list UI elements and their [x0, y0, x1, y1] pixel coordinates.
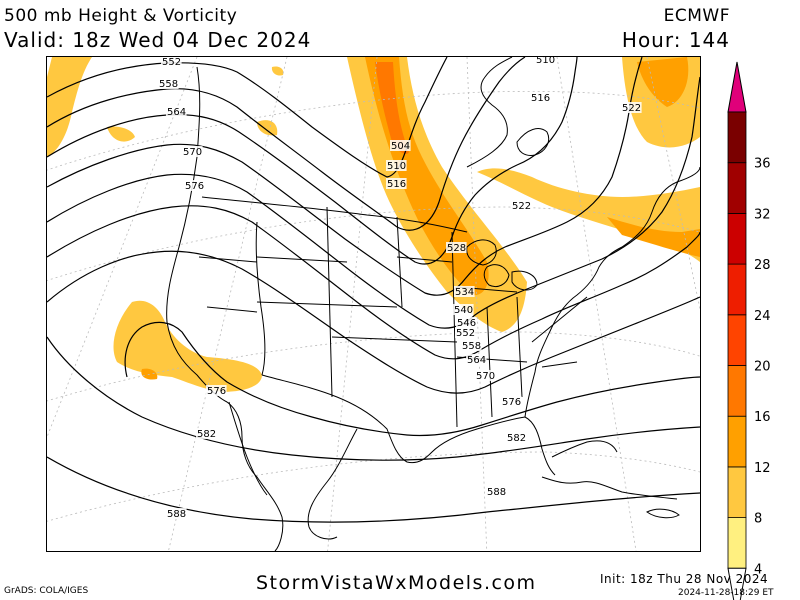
colorbar-tick-label: 12	[754, 461, 771, 476]
contour-label: 564	[167, 107, 186, 118]
contour-label: 576	[207, 386, 226, 397]
valid-time: Valid: 18z Wed 04 Dec 2024	[4, 28, 312, 52]
contour-label-bg	[501, 396, 522, 407]
colorbar-tick-label: 28	[754, 258, 771, 273]
forecast-hour: Hour: 144	[621, 28, 730, 52]
latlon-grid	[47, 57, 700, 551]
colorbar-segment	[727, 517, 747, 569]
contour-label-bg	[455, 327, 476, 338]
contour-label-bg	[386, 178, 407, 189]
contour-label: 504	[391, 141, 410, 152]
contour-label-bg	[530, 92, 551, 103]
contour-label-bg	[454, 286, 475, 297]
contour-label-bg	[386, 160, 407, 171]
contour-label: 558	[159, 79, 178, 90]
colorbar-tick-label: 16	[754, 410, 771, 425]
contour-label-bg	[166, 106, 187, 117]
contour-label: 570	[476, 371, 495, 382]
colorbar-tick-label: 8	[754, 512, 762, 527]
colorbar-segment	[727, 162, 747, 214]
contour-label: 516	[387, 179, 406, 190]
colorbar: 4 8 12 16 20 24 28 32 36	[727, 61, 798, 600]
colorbar-tick-label: 32	[754, 207, 771, 222]
colorbar-tick-label: 36	[754, 157, 771, 172]
coastlines-borders	[166, 57, 700, 551]
site-name: StormVistaWxModels.com	[256, 572, 537, 594]
contour-label: 558	[462, 341, 481, 352]
contour-label-bg	[486, 486, 507, 497]
contour-label-bg	[158, 78, 179, 89]
contour-label-bg	[453, 304, 474, 315]
contour-label: 510	[387, 161, 406, 172]
contour-label-bg	[466, 354, 487, 365]
colorbar-tick-label: 24	[754, 309, 771, 324]
chart-title: 500 mb Height & Vorticity	[4, 6, 238, 26]
contour-label-bg	[166, 508, 187, 519]
contour-label-bg	[535, 57, 556, 65]
colorbar-svg: 4 8 12 16 20 24 28 32 36	[727, 61, 771, 600]
contour-label: 588	[487, 487, 506, 498]
contour-label: 582	[197, 429, 216, 440]
contour-label: 570	[183, 147, 202, 158]
grads-credit: GrADS: COLA/IGES	[4, 586, 89, 596]
contour-label: 552	[456, 328, 475, 339]
contour-label: 540	[454, 305, 473, 316]
contour-label-bg	[206, 385, 227, 396]
contour-label: 564	[467, 355, 486, 366]
contour-label: 510	[536, 57, 555, 66]
contour-label: 552	[162, 57, 181, 68]
colorbar-tick-label: 4	[754, 562, 762, 577]
contour-label: 516	[531, 93, 550, 104]
colorbar-segment	[727, 212, 747, 265]
colorbar-bottom-arrow	[727, 567, 747, 600]
contour-labels: 552 558 564 570 576 576 582 588 588 510 516 522 504 5…	[158, 57, 642, 520]
generated-timestamp: 2024-11-28-18:29 ET	[678, 588, 774, 598]
init-time: Init: 18z Thu 28 Nov 2024	[600, 572, 769, 586]
contour-label-bg	[182, 146, 203, 157]
contour-label-bg	[196, 428, 217, 439]
contour-label: 546	[457, 318, 476, 329]
colorbar-top-arrow	[727, 61, 747, 113]
contour-label: 582	[507, 433, 526, 444]
contour-label: 534	[455, 287, 474, 298]
colorbar-segment	[727, 365, 747, 417]
contour-label: 588	[167, 509, 186, 520]
colorbar-tick-label: 20	[754, 360, 771, 375]
contour-label-bg	[475, 370, 496, 381]
map-svg: 552 558 564 570 576 576 582 588 588 510 516 522 504 5…	[47, 57, 700, 551]
model-name: ECMWF	[663, 6, 730, 26]
contour-label-bg	[456, 317, 477, 328]
vorticity-shading	[47, 57, 700, 392]
contour-label: 522	[512, 201, 531, 212]
colorbar-segment	[727, 314, 747, 366]
colorbar-segment	[727, 466, 747, 518]
contour-label-bg	[446, 242, 467, 253]
colorbar-segment	[727, 263, 747, 316]
contour-label: 576	[185, 181, 204, 192]
contour-label: 522	[622, 103, 641, 114]
map-panel: 552 558 564 570 576 576 582 588 588 510 516 522 504 5…	[46, 56, 701, 552]
contour-label-bg	[390, 140, 411, 151]
contour-label: 576	[502, 397, 521, 408]
contour-label-bg	[184, 180, 205, 191]
colorbar-segment	[727, 415, 747, 468]
contour-label-bg	[511, 200, 532, 211]
contour-label-bg	[621, 102, 642, 113]
contour-label-bg	[161, 57, 182, 67]
colorbar-segment	[727, 111, 747, 164]
contour-label-bg	[506, 432, 527, 443]
contour-label: 528	[447, 243, 466, 254]
contour-label-bg	[461, 340, 482, 351]
